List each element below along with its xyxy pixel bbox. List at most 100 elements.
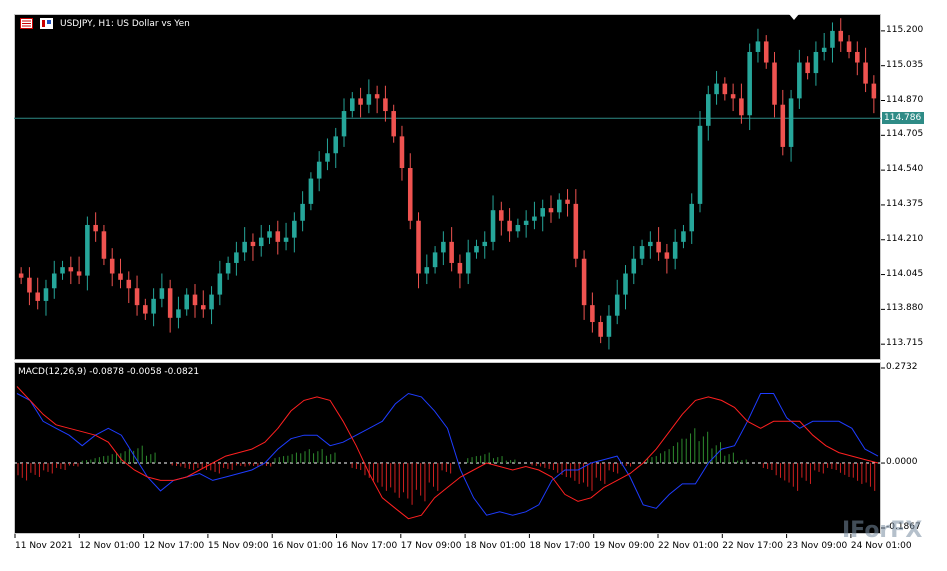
- one-click-trading-icon[interactable]: [40, 18, 53, 29]
- price-axis[interactable]: [881, 14, 947, 360]
- macd-tick-label: 0.2732: [886, 362, 918, 372]
- macd-indicator-title: MACD(12,26,9) -0.0878 -0.0058 -0.0821: [18, 367, 200, 377]
- candle-body: [225, 262, 231, 274]
- candle-body: [523, 220, 529, 225]
- candle-body: [184, 294, 189, 310]
- candle-body: [871, 83, 877, 99]
- candle-body: [316, 161, 322, 179]
- chart-menu-icon[interactable]: [20, 18, 33, 29]
- time-tick-label: 24 Nov 01:00: [850, 541, 912, 551]
- time-tick-label: 19 Nov 09:00: [593, 541, 655, 551]
- time-tick-label: 12 Nov 01:00: [79, 541, 140, 551]
- candle-body: [805, 62, 810, 74]
- candle-body: [755, 41, 761, 52]
- candle-body: [416, 220, 421, 274]
- candle-body: [76, 271, 82, 276]
- candle-body: [863, 62, 868, 84]
- time-tick-label: 22 Nov 01:00: [658, 541, 719, 551]
- candle-body: [200, 305, 206, 310]
- candle-body: [300, 203, 305, 221]
- time-tick-label: 12 Nov 17:00: [143, 541, 205, 551]
- candle-body: [432, 252, 438, 268]
- candle-body: [167, 288, 173, 318]
- candle-body: [722, 83, 728, 95]
- candle-body: [18, 273, 24, 278]
- candle-body: [358, 98, 363, 105]
- candle-body: [664, 252, 670, 259]
- candle-body: [465, 252, 471, 274]
- time-axis[interactable]: [14, 534, 881, 558]
- candle-body: [126, 279, 132, 289]
- time-tick-label: 15 Nov 09:00: [207, 541, 269, 551]
- candle-body: [143, 305, 148, 314]
- candle-body: [441, 241, 446, 253]
- candle-body: [151, 298, 156, 314]
- candle-body: [308, 178, 314, 204]
- time-tick-label: 16 Nov 17:00: [336, 541, 398, 551]
- macd-axis[interactable]: [881, 362, 947, 534]
- candle-body: [788, 98, 794, 147]
- candle-body: [391, 111, 396, 137]
- time-tick-label: 16 Nov 01:00: [272, 541, 333, 551]
- macd-indicator-panel[interactable]: [14, 362, 881, 534]
- candle-body: [565, 199, 570, 204]
- price-tick-label: 114.540: [886, 164, 924, 175]
- price-tick-label: 114.375: [886, 198, 924, 209]
- candle-body: [325, 153, 330, 162]
- candle-body: [714, 83, 719, 95]
- price-tick-label: 113.715: [886, 338, 924, 349]
- candle-body: [556, 199, 562, 213]
- candle-body: [772, 62, 777, 105]
- candle-body: [598, 322, 603, 337]
- candle-body: [217, 273, 223, 295]
- candle-body: [283, 237, 289, 242]
- candle-body: [656, 241, 661, 253]
- candle-body: [590, 305, 595, 323]
- candle-body: [134, 288, 140, 306]
- candle-body: [672, 241, 678, 259]
- candle-body: [813, 51, 819, 74]
- time-tick-label: 23 Nov 09:00: [786, 541, 848, 551]
- candle-body: [242, 241, 247, 253]
- candle-body: [43, 288, 49, 301]
- current-price-tag: 114.786: [882, 112, 924, 125]
- time-tick-label: 22 Nov 17:00: [722, 541, 783, 551]
- candle-body: [374, 94, 380, 99]
- candle-body: [366, 94, 372, 105]
- candle-body: [573, 203, 579, 259]
- candle-body: [515, 224, 521, 232]
- candle-body: [209, 294, 214, 310]
- candle-body: [614, 294, 620, 316]
- candle-body: [449, 241, 454, 263]
- candle-body: [341, 111, 347, 137]
- candle-body: [407, 168, 413, 221]
- candle-body: [234, 252, 239, 263]
- candle-body: [383, 98, 388, 112]
- candle-body: [639, 246, 645, 259]
- candle-body: [258, 237, 264, 247]
- macd-tick-label: -0.1867: [886, 522, 921, 532]
- candle-body: [499, 210, 504, 221]
- candle-body: [118, 273, 123, 280]
- signal-line: [16, 386, 879, 520]
- time-tick-label: 18 Nov 17:00: [529, 541, 591, 551]
- chart-shift-marker: [789, 14, 799, 20]
- candle-body: [821, 47, 827, 52]
- price-tick-label: 115.200: [886, 24, 924, 35]
- price-chart-panel[interactable]: [14, 14, 881, 360]
- candle-body: [250, 241, 256, 247]
- candle-body: [797, 62, 802, 99]
- candle-body: [507, 220, 512, 232]
- candle-body: [730, 94, 736, 99]
- candle-body: [490, 210, 496, 242]
- watermark-logo: IForFX: [842, 518, 923, 543]
- candle-body: [780, 104, 786, 147]
- candle-body: [623, 273, 628, 295]
- candle-body: [192, 294, 198, 306]
- candle-body: [176, 309, 181, 318]
- candle-body: [581, 258, 587, 306]
- candle-body: [424, 267, 430, 274]
- candle-body: [35, 292, 40, 301]
